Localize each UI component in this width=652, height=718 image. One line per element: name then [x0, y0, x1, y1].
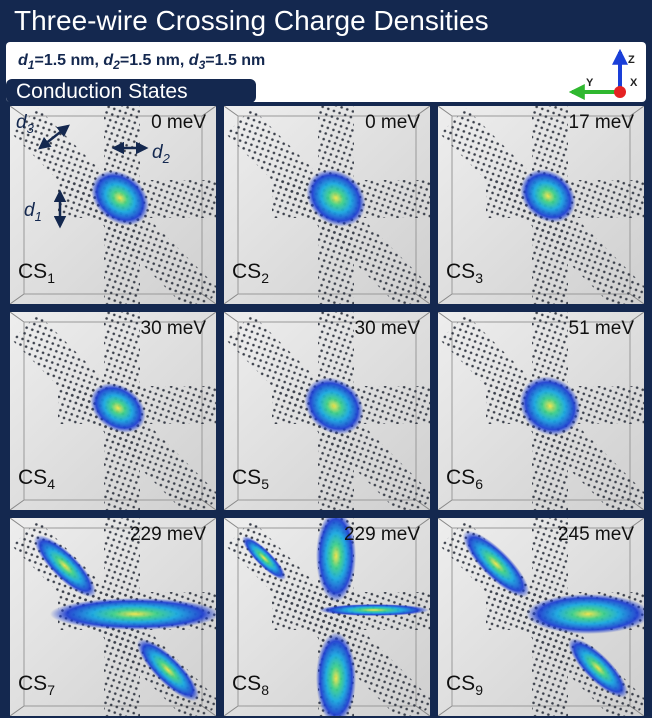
state-sub: 8	[261, 682, 269, 698]
energy-label: 17 meV	[569, 112, 635, 133]
energy-label: 51 meV	[569, 318, 635, 339]
energy-label: 0 meV	[365, 112, 420, 133]
state-name: CS	[18, 466, 47, 489]
state-sub: 7	[47, 682, 55, 698]
x-label: X	[630, 77, 638, 89]
state-sub: 3	[475, 270, 483, 286]
z-label: Z	[628, 54, 635, 66]
state-name: CS	[232, 466, 261, 489]
state-sub: 6	[475, 476, 483, 492]
page: {"header": {"title": "Three-wire Crossin…	[0, 0, 652, 718]
state-name: CS	[446, 260, 475, 283]
figure: Three-wire Crossing Charge Densities d1=…	[0, 0, 652, 718]
state-name: CS	[232, 672, 261, 695]
dimension-sub: 3	[27, 121, 35, 136]
title: Three-wire Crossing Charge Densities	[14, 5, 489, 36]
energy-label: 245 meV	[558, 524, 634, 545]
charge-density	[50, 598, 220, 630]
state-name: CS	[18, 672, 47, 695]
energy-label: 30 meV	[141, 318, 207, 339]
charge-density	[526, 594, 650, 634]
state-sub: 1	[47, 270, 55, 286]
state-sub: 5	[261, 476, 269, 492]
state-name: CS	[18, 260, 47, 283]
state-name: CS	[446, 672, 475, 695]
charge-density	[319, 604, 429, 616]
param-value: =1.5 nm	[34, 52, 94, 69]
panel: 30 meV CS4	[10, 312, 220, 522]
state-sub: 2	[261, 270, 269, 286]
state-sub: 9	[475, 682, 483, 698]
dimension-sub: 2	[162, 151, 171, 166]
section-label: Conduction States	[16, 80, 188, 103]
energy-label: 229 meV	[130, 524, 206, 545]
energy-label: 0 meV	[151, 112, 206, 133]
param-value: =1.5 nm	[205, 52, 265, 69]
energy-label: 30 meV	[355, 318, 421, 339]
state-name: CS	[446, 466, 475, 489]
state-sub: 4	[47, 476, 55, 492]
state-name: CS	[232, 260, 261, 283]
panel: 30 meV CS5	[224, 312, 434, 522]
panel: 0 meV CS2	[224, 106, 434, 316]
panel: 51 meV CS6	[438, 312, 648, 522]
param-separator: ,	[180, 52, 189, 69]
panel: 229 meV CS8	[224, 510, 434, 718]
dimension-sub: 1	[35, 209, 42, 224]
param-separator: ,	[95, 52, 104, 69]
panel: 17 meV CS3	[438, 106, 648, 316]
panel: 229 meV CS7	[10, 518, 220, 718]
param-value: =1.5 nm	[120, 52, 180, 69]
x-axis	[614, 86, 626, 98]
energy-label: 229 meV	[344, 524, 420, 545]
panel: 245 meV CS9	[438, 518, 650, 718]
panel-grid: 0 meVCS1d3d2d10 meVCS217 meVCS330 meVCS4…	[10, 106, 650, 718]
y-label: Y	[586, 77, 594, 89]
